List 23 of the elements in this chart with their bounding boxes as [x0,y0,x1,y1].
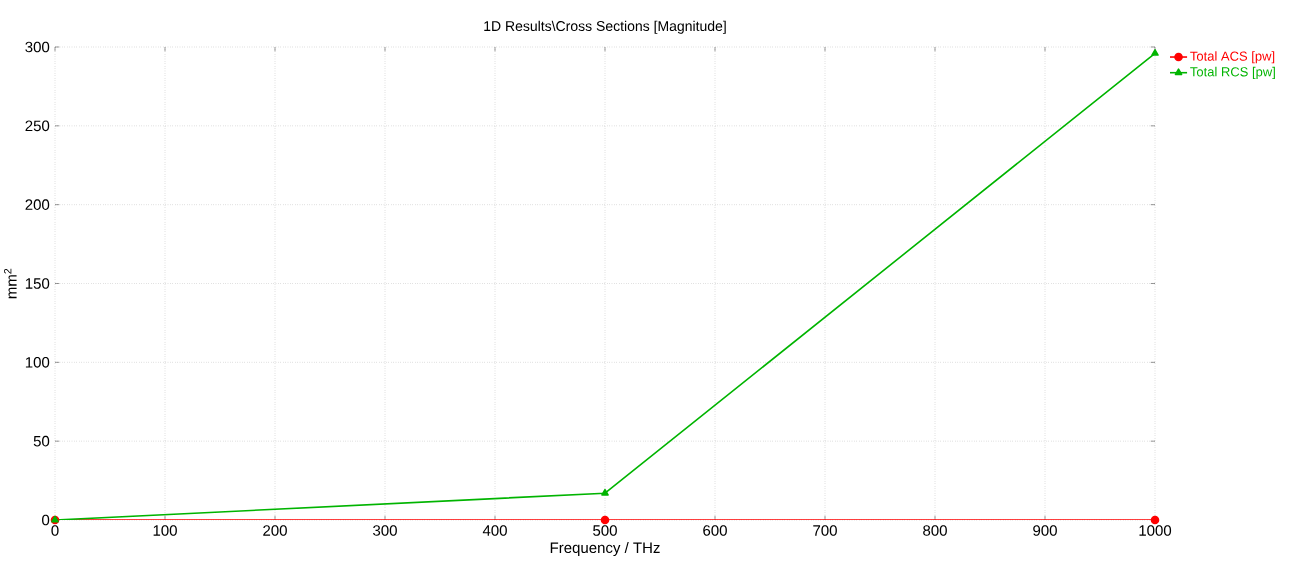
y-tick-label: 200 [25,199,50,210]
x-tick-label: 400 [482,525,507,536]
x-tick-label: 700 [813,525,837,536]
x-tick-label: 500 [593,525,617,536]
y-tick-label: 250 [25,120,50,132]
y-tick-label: 0 [42,514,50,526]
x-axis-title: Frequency / THz [550,542,660,556]
x-tick-label: 600 [703,525,727,536]
y-tick-label: 300 [25,41,50,53]
x-tick-label: 800 [923,525,947,536]
x-tick-label: 300 [373,525,397,536]
x-tick-label: 0 [51,525,59,536]
x-tick-label: 200 [263,525,287,536]
y-tick-label: 50 [33,435,50,447]
y-tick-label: 150 [25,278,50,289]
legend-label: Total ACS [pw] [1190,51,1275,64]
x-tick-label: 900 [1033,525,1057,536]
x-tick-label: 1000 [1139,525,1172,536]
x-tick-label: 100 [153,525,177,536]
chart-title: 1D Results\Cross Sections [Magnitude] [484,20,726,34]
y-axis-title: mm$^{2}$ [4,268,17,299]
y-tick-label: 100 [25,357,50,368]
legend-label: Total RCS [pw] [1190,66,1275,79]
